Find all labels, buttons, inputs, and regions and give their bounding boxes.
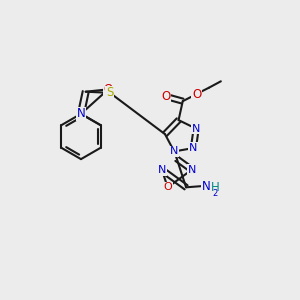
Text: 2: 2 — [213, 189, 218, 198]
Text: H: H — [211, 181, 220, 194]
Text: O: O — [163, 182, 172, 192]
Text: O: O — [192, 88, 202, 100]
Text: N: N — [192, 124, 200, 134]
Text: N: N — [202, 180, 211, 193]
Text: N: N — [158, 165, 166, 175]
Text: O: O — [103, 83, 113, 96]
Text: N: N — [76, 107, 85, 120]
Text: N: N — [189, 143, 198, 153]
Text: N: N — [188, 165, 196, 175]
Text: S: S — [106, 86, 114, 99]
Text: N: N — [170, 146, 178, 156]
Text: O: O — [161, 90, 170, 103]
